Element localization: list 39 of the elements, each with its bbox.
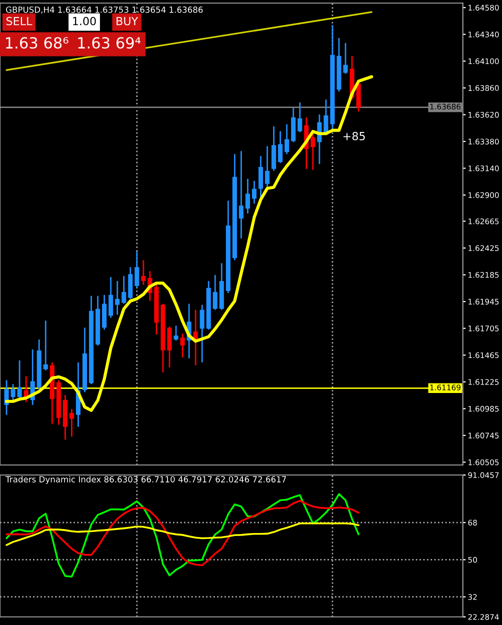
annotation: 1.00 <box>73 16 96 26</box>
line-series <box>6 522 360 546</box>
annotation: 1.63 68⁶ <box>6 37 68 49</box>
candlestick <box>356 82 361 112</box>
annotation: SELL <box>6 16 32 26</box>
candlestick <box>174 324 178 342</box>
candlestick <box>284 124 290 155</box>
candlestick <box>200 304 204 364</box>
candlestick <box>69 408 74 438</box>
candlestick <box>180 332 185 358</box>
candlestick <box>10 383 16 401</box>
candlestick <box>310 132 316 171</box>
line-series <box>6 500 360 566</box>
candlestick <box>212 274 218 311</box>
candlestick <box>258 155 264 200</box>
candlestick <box>4 380 9 416</box>
candlestick <box>272 126 276 172</box>
candlestick <box>278 130 283 164</box>
candlestick <box>264 145 270 188</box>
chart-title: GBPUSD,H4 1.63664 1.63753 1.63654 1.63686 <box>6 6 203 14</box>
annotation: BUY <box>116 17 138 26</box>
annotation: +85 <box>344 132 365 140</box>
candlestick <box>324 98 328 135</box>
candlestick <box>102 294 107 330</box>
candlestick <box>43 320 48 371</box>
candlestick <box>252 180 257 204</box>
candlestick <box>193 309 198 366</box>
candlestick <box>141 259 146 286</box>
annotation: 1.63 69⁴ <box>78 37 141 49</box>
candlestick <box>298 102 302 133</box>
candlestick <box>245 178 250 214</box>
candlestick <box>115 280 120 316</box>
candlestick <box>238 150 244 240</box>
candlestick <box>128 266 133 300</box>
line-series <box>6 493 360 578</box>
candlestick <box>108 276 114 318</box>
candlestick <box>291 106 296 143</box>
candlestick <box>122 275 126 304</box>
chart-title: Traders Dynamic Index 86.6303 66.7110 46.7917 62.0246 72.6617 <box>6 476 286 484</box>
